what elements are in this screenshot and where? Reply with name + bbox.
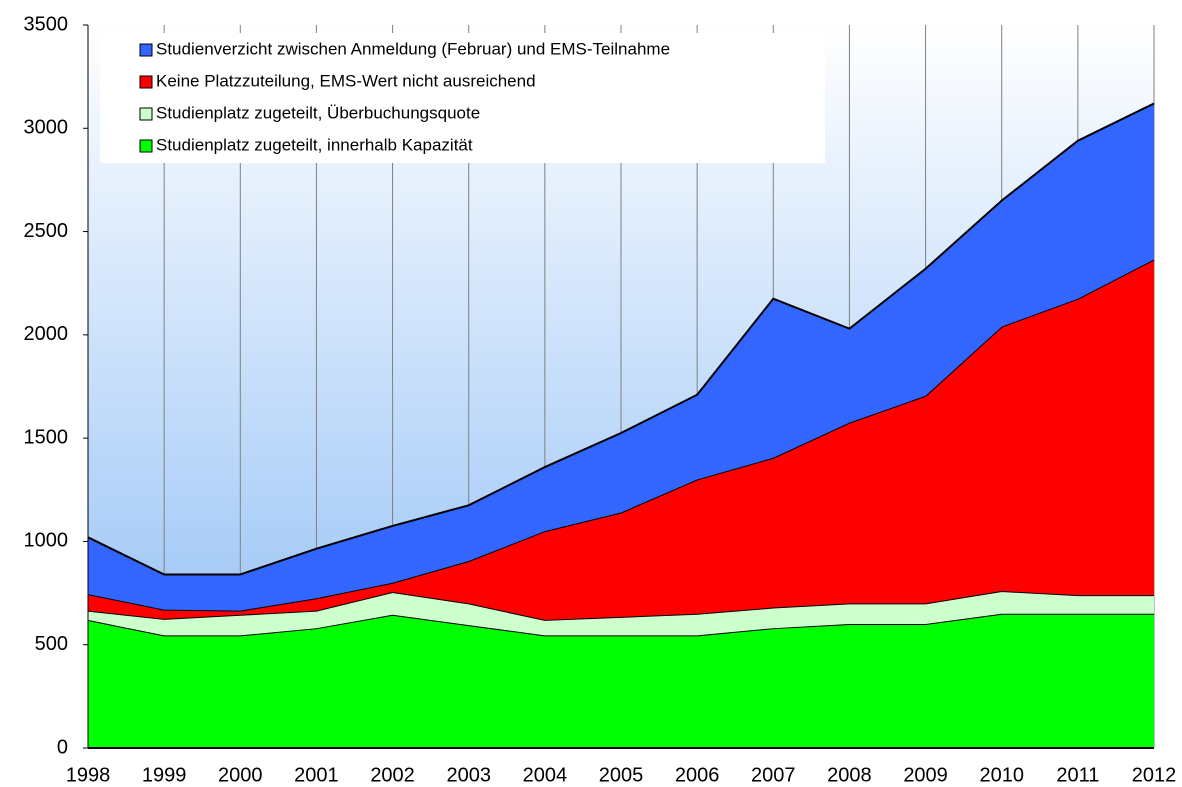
area: [88, 259, 1154, 620]
x-tick-label: 2007: [751, 764, 796, 786]
x-tick-label: 2011: [1056, 764, 1099, 786]
x-tick-label: 2004: [523, 764, 568, 786]
legend-label: Studienverzicht zwischen Anmeldung (Febr…: [156, 39, 670, 58]
legend-swatch: [139, 139, 153, 153]
x-tick-label: 2009: [903, 764, 948, 786]
legend-box: [100, 33, 825, 163]
legend: Studienverzicht zwischen Anmeldung (Febr…: [100, 33, 825, 163]
legend-label: Studienplatz zugeteilt, Überbuchungsquot…: [156, 103, 480, 122]
y-tick-label: 3500: [24, 13, 69, 35]
x-tick-label: 1999: [142, 764, 187, 786]
x-tick-label: 2002: [370, 764, 415, 786]
x-tick-label: 2006: [675, 764, 720, 786]
x-tick-label: 1998: [66, 764, 111, 786]
y-tick-label: 2500: [24, 220, 69, 242]
area: [88, 613, 1154, 748]
y-tick-label: 2000: [24, 323, 69, 345]
x-tick-label: 2005: [599, 764, 644, 786]
y-tick-label: 0: [57, 736, 68, 758]
y-tick-label: 1000: [24, 530, 69, 552]
legend-label: Keine Platzzuteilung, EMS-Wert nicht aus…: [156, 71, 536, 90]
legend-swatch: [139, 43, 153, 57]
x-tick-label: 2003: [446, 764, 491, 786]
legend-swatch: [139, 75, 153, 89]
area-edge: [87, 102, 1155, 576]
x-tick-label: 2000: [218, 764, 263, 786]
legend-label: Studienplatz zugeteilt, innerhalb Kapazi…: [156, 135, 473, 154]
x-tick-label: 2001: [294, 764, 339, 786]
x-tick-label: 2012: [1132, 764, 1177, 786]
x-tick-label: 2010: [979, 764, 1024, 786]
x-tick-label: 2008: [827, 764, 872, 786]
area: [88, 103, 1154, 611]
y-tick-label: 1500: [24, 426, 69, 448]
legend-swatch: [139, 107, 153, 121]
y-tick-label: 3000: [24, 117, 69, 139]
y-tick-label: 500: [35, 633, 68, 655]
